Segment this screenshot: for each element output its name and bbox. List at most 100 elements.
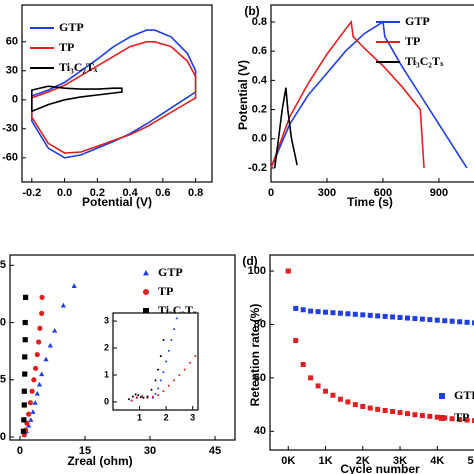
legend-label: TP xyxy=(158,284,173,298)
marker xyxy=(178,373,181,376)
marker xyxy=(159,355,162,358)
marker xyxy=(36,381,43,387)
y-tick-label: 0.2 xyxy=(252,103,267,115)
marker xyxy=(37,325,43,331)
marker xyxy=(375,406,381,412)
marker xyxy=(300,362,306,368)
marker xyxy=(165,360,168,363)
y-axis-label: Retention rate (%) xyxy=(248,304,262,407)
marker xyxy=(382,407,388,413)
marker xyxy=(375,313,381,319)
y-tick-label: 0.0 xyxy=(252,133,267,145)
marker xyxy=(137,394,140,397)
y-tick-label: 5 xyxy=(0,374,6,386)
marker xyxy=(146,395,149,398)
x-tick-label: 15 xyxy=(79,445,91,457)
marker xyxy=(472,320,474,326)
marker xyxy=(352,311,358,317)
marker xyxy=(34,351,40,358)
marker xyxy=(397,315,403,321)
marker xyxy=(151,395,154,398)
x-tick-label: 0.8 xyxy=(188,187,203,199)
x-tick-label: 600 xyxy=(374,187,392,199)
marker xyxy=(26,411,32,417)
x-tick-label: 5K xyxy=(468,455,474,467)
y-tick-label: 10 xyxy=(0,316,6,328)
marker xyxy=(285,268,291,274)
marker xyxy=(360,312,366,318)
plot-frame xyxy=(9,254,236,441)
marker xyxy=(293,305,299,311)
marker xyxy=(39,371,45,377)
y-tick-label: 0.6 xyxy=(252,45,267,57)
x-axis-label: Zreal (ohm) xyxy=(67,454,132,468)
marker xyxy=(21,388,27,394)
plot-frame xyxy=(112,312,199,411)
marker xyxy=(464,319,470,325)
x-tick-label: 30 xyxy=(144,445,156,457)
x-tick-label: 1K xyxy=(318,455,332,467)
legend-label: GTP xyxy=(405,14,430,28)
marker xyxy=(22,371,28,377)
x-tick-label: 0.4 xyxy=(122,187,138,199)
marker xyxy=(142,396,145,399)
y-tick-label: -60 xyxy=(2,152,18,164)
marker xyxy=(157,368,160,371)
legend-marker xyxy=(439,393,445,399)
marker xyxy=(175,317,178,320)
marker xyxy=(367,312,373,318)
legend-label: TP xyxy=(405,34,420,48)
marker xyxy=(300,307,306,313)
x-tick-label: 2 xyxy=(164,412,169,422)
marker xyxy=(141,394,144,397)
marker xyxy=(30,409,36,414)
marker xyxy=(28,417,34,422)
series-line xyxy=(270,20,468,169)
marker xyxy=(127,398,130,401)
y-tick-label: 15 xyxy=(0,259,6,271)
marker xyxy=(130,399,133,402)
x-tick-label: 1 xyxy=(137,412,142,422)
marker xyxy=(472,418,474,424)
x-tick-label: 900 xyxy=(430,187,448,199)
marker xyxy=(154,379,157,382)
marker xyxy=(150,388,153,391)
plot-frame xyxy=(270,4,474,183)
y-tick-label: 0.4 xyxy=(252,74,268,86)
marker xyxy=(194,355,197,358)
x-tick-label: 3 xyxy=(190,412,195,422)
marker xyxy=(345,399,351,405)
marker xyxy=(135,396,138,399)
marker xyxy=(308,308,314,314)
legend-label: GTP xyxy=(454,388,474,402)
marker xyxy=(52,327,58,333)
marker xyxy=(131,395,134,398)
marker xyxy=(345,311,351,317)
marker xyxy=(173,379,176,382)
legend-marker xyxy=(439,415,445,421)
marker xyxy=(315,383,321,389)
marker xyxy=(330,392,336,398)
legend-marker xyxy=(143,270,149,276)
marker xyxy=(323,309,329,315)
marker xyxy=(442,318,448,324)
marker xyxy=(464,417,470,423)
marker xyxy=(352,402,358,408)
y-tick-label: 60 xyxy=(6,36,18,48)
marker xyxy=(157,387,160,390)
y-tick-label: 40 xyxy=(254,425,266,437)
y-tick-label: -0.2 xyxy=(248,162,267,174)
marker xyxy=(162,390,165,393)
marker xyxy=(167,384,170,387)
marker xyxy=(337,310,343,316)
marker xyxy=(189,361,192,364)
y-axis-label: Potential (V) xyxy=(236,60,250,130)
marker xyxy=(449,416,455,422)
x-tick-label: 0 xyxy=(17,445,23,457)
y-tick-label: -30 xyxy=(2,123,18,135)
marker xyxy=(32,365,39,371)
marker xyxy=(22,354,28,360)
marker xyxy=(449,318,455,324)
marker xyxy=(39,294,45,300)
